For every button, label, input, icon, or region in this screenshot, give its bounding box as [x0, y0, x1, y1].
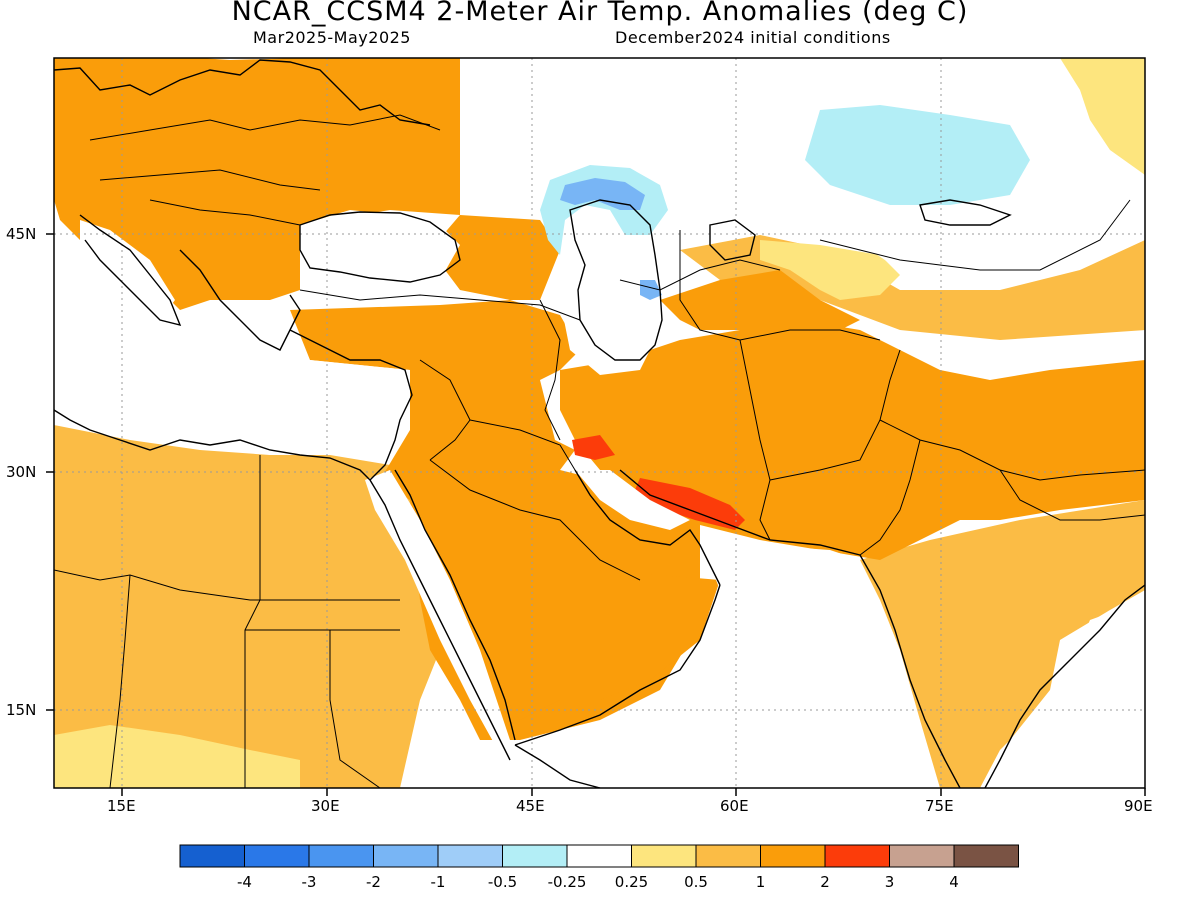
arabian-sea [500, 540, 940, 788]
lat-label-45n: 45N [6, 225, 37, 243]
anomaly-area-neutral-caspian [560, 200, 660, 375]
colorbar-swatch-3 [373, 844, 439, 868]
lat-label-15n: 15N [6, 701, 37, 719]
colorbar-swatch-4 [437, 844, 503, 868]
colorbar-swatch-7 [631, 844, 697, 868]
anomaly-area-025-05-mongolia [1060, 58, 1145, 175]
initial-conditions: December2024 initial conditions [615, 28, 891, 47]
coast-black-sea [299, 211, 461, 283]
anomaly-area-1-2-caucasus [430, 215, 560, 300]
forecast-period: Mar2025-May2025 [253, 28, 411, 47]
anomaly-area-05-1-africa [54, 425, 440, 788]
coast-africa-horn [514, 744, 601, 788]
colorbar-tick-label: -2 [366, 873, 381, 891]
red-sea [365, 470, 510, 745]
colorbar-tick-label: -1 [431, 873, 446, 891]
coast-persian-gulf [574, 469, 721, 586]
lat-label-30n: 30N [6, 463, 37, 481]
coast-red-sea-east [394, 469, 516, 741]
coast-north-africa [54, 409, 371, 481]
map-title: NCAR_CCSM4 2-Meter Air Temp. Anomalies (… [231, 0, 969, 27]
lon-label-60e: 60E [720, 797, 749, 815]
coast-arabia-south [514, 584, 721, 746]
bay-of-bengal [990, 590, 1145, 788]
coast-italy [79, 214, 182, 327]
colorbar-swatch-2 [308, 844, 374, 868]
colorbar-tick-label: 2 [820, 873, 830, 891]
colorbar-swatch-5 [502, 844, 568, 868]
colorbar-swatch-6 [566, 844, 632, 868]
mediterranean-sea [54, 300, 410, 455]
country-borders [54, 114, 1145, 788]
lon-gridlines [121, 58, 942, 788]
lon-label-45e: 45E [516, 797, 545, 815]
anomaly-area-2-3-iraq-iran [572, 435, 615, 460]
colorbar-tick-label: -3 [302, 873, 317, 891]
anomaly-area-neutral-italy [80, 220, 175, 320]
black-sea [300, 210, 460, 285]
coast-red-sea-west [369, 479, 511, 761]
anomaly-field [54, 58, 1145, 788]
coast-india-east [984, 584, 1145, 788]
anomaly-area-neg-05-1-aral [640, 280, 662, 300]
coast-balkans-greece [179, 249, 301, 351]
coast-aral [709, 219, 756, 261]
anomaly-area-neg-05-1-caspian [560, 178, 645, 210]
anomaly-area-025-05-kazakhstan [760, 240, 900, 300]
coast-turkey-levant [289, 329, 413, 481]
lat-gridlines [54, 233, 1145, 711]
colorbar-tick-label: 4 [949, 873, 959, 891]
lon-label-90e: 90E [1124, 797, 1153, 815]
colorbar-tick-label: -0.25 [548, 873, 587, 891]
colorbar-tick-label: 1 [756, 873, 766, 891]
colorbar-swatch-1 [244, 844, 310, 868]
colorbar-swatch-10 [824, 844, 890, 868]
coast-caspian [569, 199, 663, 361]
colorbar-swatch-11 [889, 844, 955, 868]
anomaly-area-1-2-arabia-south [500, 570, 720, 720]
colorbar-swatch-8 [695, 844, 761, 868]
coast-iran-pakistan [619, 469, 861, 556]
colorbar-swatch-12 [953, 844, 1019, 868]
colorbar-swatch-9 [760, 844, 826, 868]
coast-india-west [859, 554, 961, 788]
lon-label-30e: 30E [311, 797, 340, 815]
coastlines [54, 59, 1145, 788]
lon-label-75e: 75E [925, 797, 954, 815]
map-frame [53, 57, 1146, 789]
coast-balkhash [919, 199, 1012, 226]
anomaly-area-1-2-europe [54, 58, 460, 310]
persian-gulf [575, 470, 690, 530]
anomaly-area-05-1-india [860, 500, 1145, 788]
anomaly-area-neg-025-05-kazakhstan [805, 105, 1030, 205]
axis-ticks [46, 233, 1146, 796]
colorbar-swatch-0 [179, 844, 245, 868]
colorbar-tick-label: 0.5 [684, 873, 708, 891]
colorbar-tick-label: 3 [885, 873, 895, 891]
anomaly-area-1-2-central-asia [660, 270, 860, 340]
anomaly-area-2-3-southern-iran [635, 478, 745, 530]
coast-europe-north [54, 59, 431, 126]
lon-label-15e: 15E [107, 797, 136, 815]
colorbar-tick-label: -4 [237, 873, 252, 891]
colorbar-tick-label: 0.25 [615, 873, 648, 891]
colorbar-tick-label: -0.5 [488, 873, 517, 891]
